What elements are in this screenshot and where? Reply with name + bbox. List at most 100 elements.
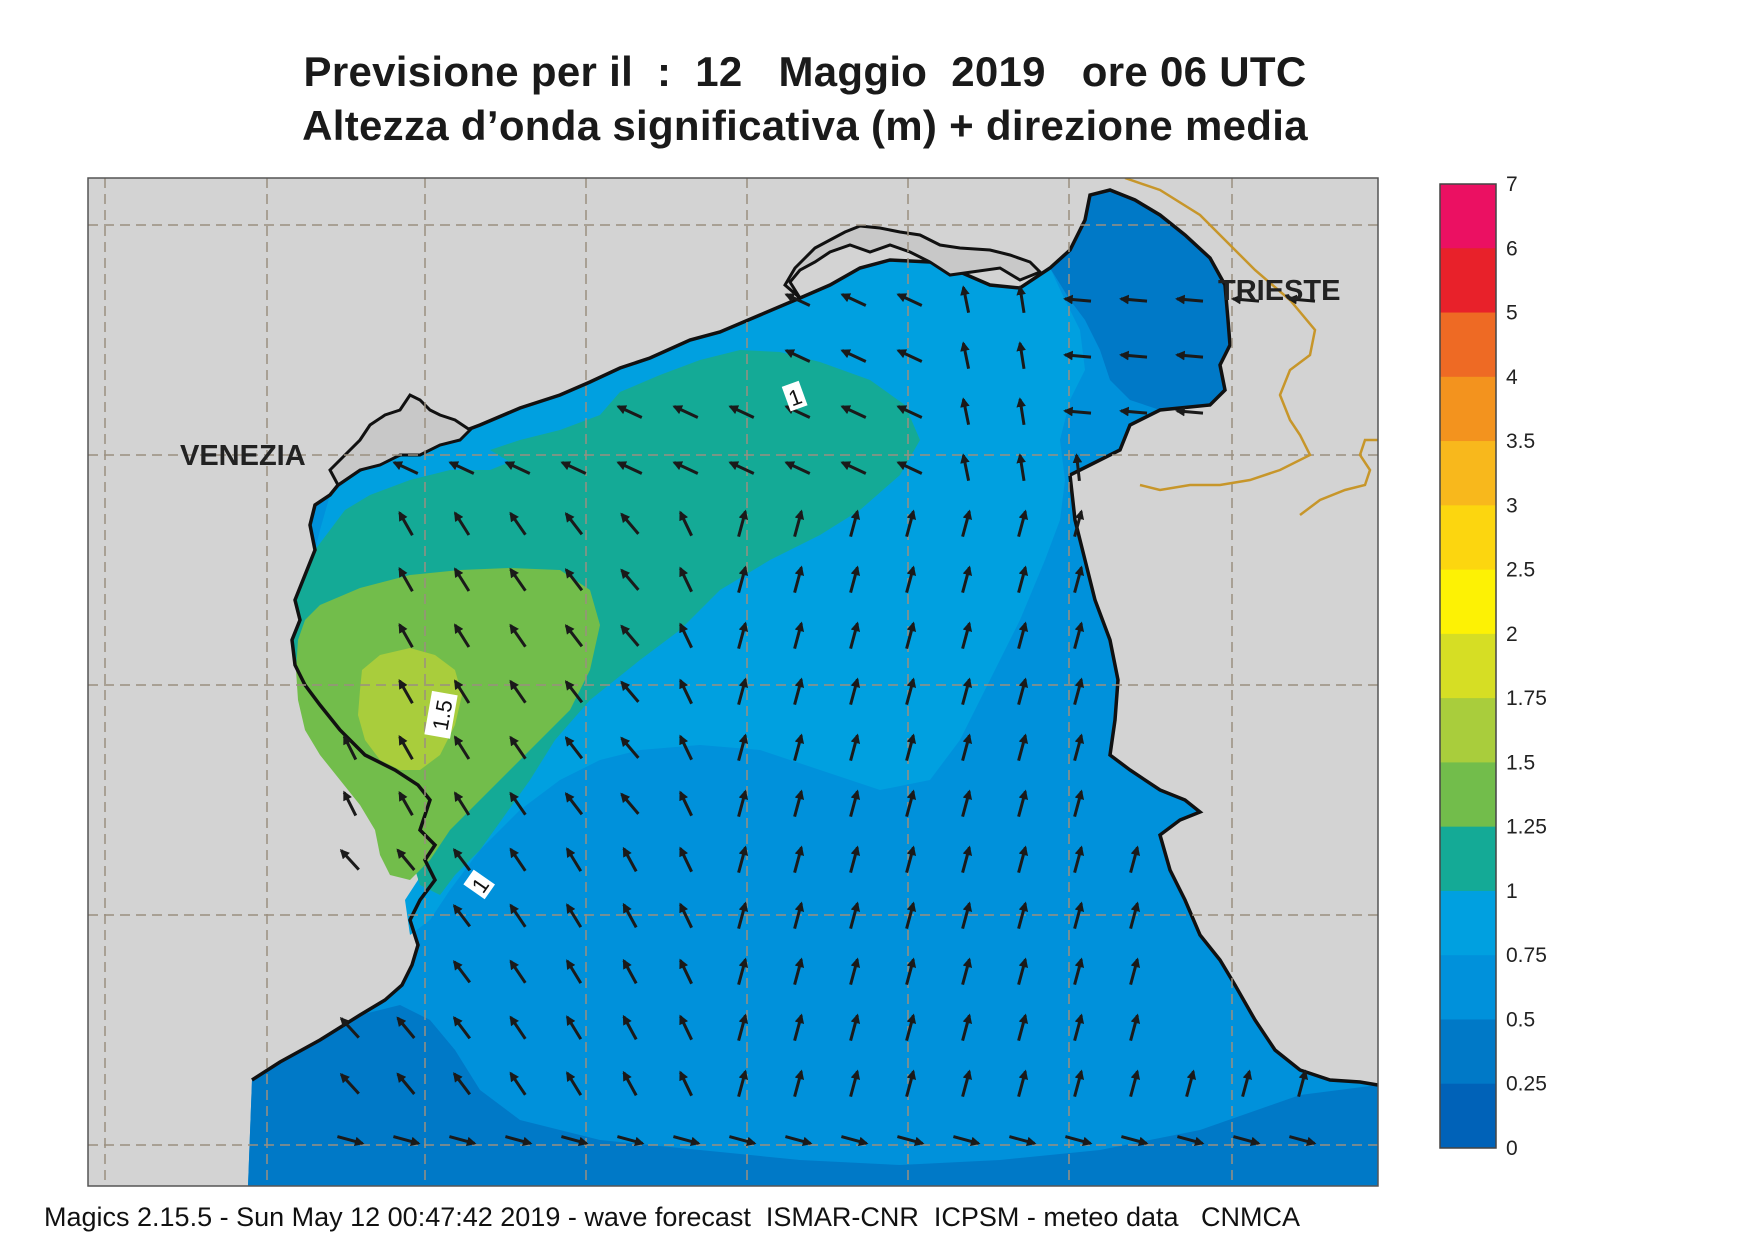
legend-tick-label: 5 bbox=[1506, 302, 1518, 325]
wave-arrow bbox=[793, 677, 805, 705]
wave-arrow bbox=[793, 509, 805, 537]
wave-arrow bbox=[453, 623, 471, 648]
wave-arrow bbox=[679, 734, 693, 761]
wave-arrow bbox=[961, 733, 973, 761]
wave-arrow bbox=[679, 846, 693, 873]
wave-arrow bbox=[1016, 453, 1026, 482]
wave-arrow bbox=[1063, 406, 1092, 417]
wave-arrow bbox=[961, 1069, 973, 1097]
wave-arrow bbox=[509, 847, 527, 872]
wave-arrow bbox=[1129, 1069, 1141, 1097]
wave-arrow bbox=[1121, 1135, 1149, 1147]
wave-arrow bbox=[453, 848, 471, 872]
legend-swatch bbox=[1440, 1019, 1496, 1085]
wave-arrow bbox=[961, 565, 973, 593]
wave-arrow bbox=[679, 1014, 693, 1041]
wave-arrow bbox=[398, 567, 414, 593]
wave-arrow bbox=[509, 903, 527, 928]
wave-arrow bbox=[679, 902, 693, 929]
legend-swatch bbox=[1440, 248, 1496, 314]
wave-arrow bbox=[1072, 453, 1083, 482]
wave-arrow bbox=[905, 789, 917, 817]
sea-band-15-175 bbox=[358, 648, 462, 770]
country-border bbox=[1124, 178, 1317, 492]
wave-arrow bbox=[509, 511, 527, 536]
wave-arrow bbox=[961, 789, 973, 817]
wave-arrow bbox=[1073, 1069, 1085, 1097]
wave-arrow bbox=[961, 901, 973, 929]
wave-arrow bbox=[849, 621, 861, 649]
wave-arrow bbox=[849, 957, 861, 985]
wave-arrow bbox=[849, 677, 861, 705]
wave-arrow bbox=[896, 293, 923, 307]
wave-arrow bbox=[1016, 341, 1026, 370]
legend-tick-label: 4 bbox=[1506, 366, 1518, 389]
wave-arrow bbox=[737, 845, 749, 873]
legend-swatch bbox=[1440, 955, 1496, 1020]
legend-tick-label: 6 bbox=[1506, 237, 1518, 260]
wave-arrow bbox=[896, 405, 923, 419]
wave-arrow bbox=[737, 789, 749, 817]
wave-arrow bbox=[392, 461, 419, 475]
wave-arrow bbox=[841, 1135, 869, 1147]
wave-arrow bbox=[1009, 1135, 1037, 1147]
wave-arrow bbox=[1017, 1069, 1029, 1097]
wave-arrow bbox=[1073, 1013, 1085, 1041]
legend-swatch bbox=[1440, 505, 1496, 571]
wave-arrow bbox=[737, 1013, 749, 1041]
wave-arrow bbox=[737, 677, 749, 705]
legend-tick-label: 0.25 bbox=[1506, 1073, 1547, 1096]
wave-arrow bbox=[1017, 677, 1029, 705]
legend-swatch bbox=[1440, 569, 1496, 635]
legend-swatch bbox=[1440, 312, 1496, 378]
wave-arrow bbox=[620, 624, 640, 647]
map-frame bbox=[87, 177, 1379, 1187]
wave-arrow bbox=[505, 1135, 533, 1147]
lagoon-outline bbox=[328, 393, 473, 488]
wave-arrow bbox=[620, 512, 640, 535]
wave-arrow bbox=[1017, 509, 1029, 537]
wave-arrow bbox=[509, 567, 527, 592]
contour-label-group-2: 1.5 bbox=[424, 690, 458, 739]
legend-tick-label: 1 bbox=[1506, 880, 1518, 903]
wave-arrow bbox=[961, 509, 973, 537]
legend-swatch bbox=[1440, 633, 1496, 699]
coastline bbox=[251, 188, 1378, 1087]
wave-arrow bbox=[509, 959, 527, 984]
wave-arrow bbox=[905, 733, 917, 761]
wave-arrow bbox=[905, 1013, 917, 1041]
city-label-trieste: TRIESTE bbox=[1218, 275, 1340, 307]
wave-arrow bbox=[622, 1014, 638, 1041]
wave-arrow bbox=[960, 341, 971, 370]
wave-arrow bbox=[1017, 733, 1029, 761]
wave-arrow bbox=[620, 792, 640, 815]
wave-arrow bbox=[679, 510, 693, 537]
wave-arrow bbox=[729, 1135, 757, 1147]
wave-arrow bbox=[849, 733, 861, 761]
legend-tick-label: 0.75 bbox=[1506, 944, 1547, 967]
wave-arrow bbox=[396, 1016, 416, 1039]
wave-arrow bbox=[784, 349, 811, 363]
wave-arrow bbox=[398, 735, 414, 761]
legend-swatch bbox=[1440, 698, 1496, 763]
map-title-line1: Previsione per il : 12 Maggio 2019 ore 0… bbox=[303, 48, 1307, 95]
legend-tick-label: 0.5 bbox=[1506, 1008, 1535, 1031]
wave-arrow bbox=[1073, 733, 1085, 761]
wave-arrow bbox=[504, 461, 531, 475]
wave-arrow bbox=[960, 285, 971, 314]
legend-tick-label: 2 bbox=[1506, 623, 1518, 646]
wave-arrow bbox=[849, 845, 861, 873]
wave-arrow bbox=[565, 847, 583, 872]
wave-arrow bbox=[1073, 789, 1085, 817]
wave-arrow bbox=[1065, 1135, 1093, 1147]
wave-arrow bbox=[737, 1069, 749, 1097]
wave-arrow bbox=[849, 901, 861, 929]
footer-credits: Magics 2.15.5 - Sun May 12 00:47:42 2019… bbox=[44, 1202, 1301, 1232]
wave-arrow bbox=[1073, 509, 1085, 537]
wave-arrow bbox=[1063, 294, 1092, 305]
wave-arrow bbox=[398, 623, 414, 649]
wave-arrow bbox=[1129, 1013, 1141, 1041]
wave-arrow bbox=[565, 903, 583, 928]
wave-arrow bbox=[564, 568, 584, 592]
wave-arrow bbox=[509, 623, 527, 648]
